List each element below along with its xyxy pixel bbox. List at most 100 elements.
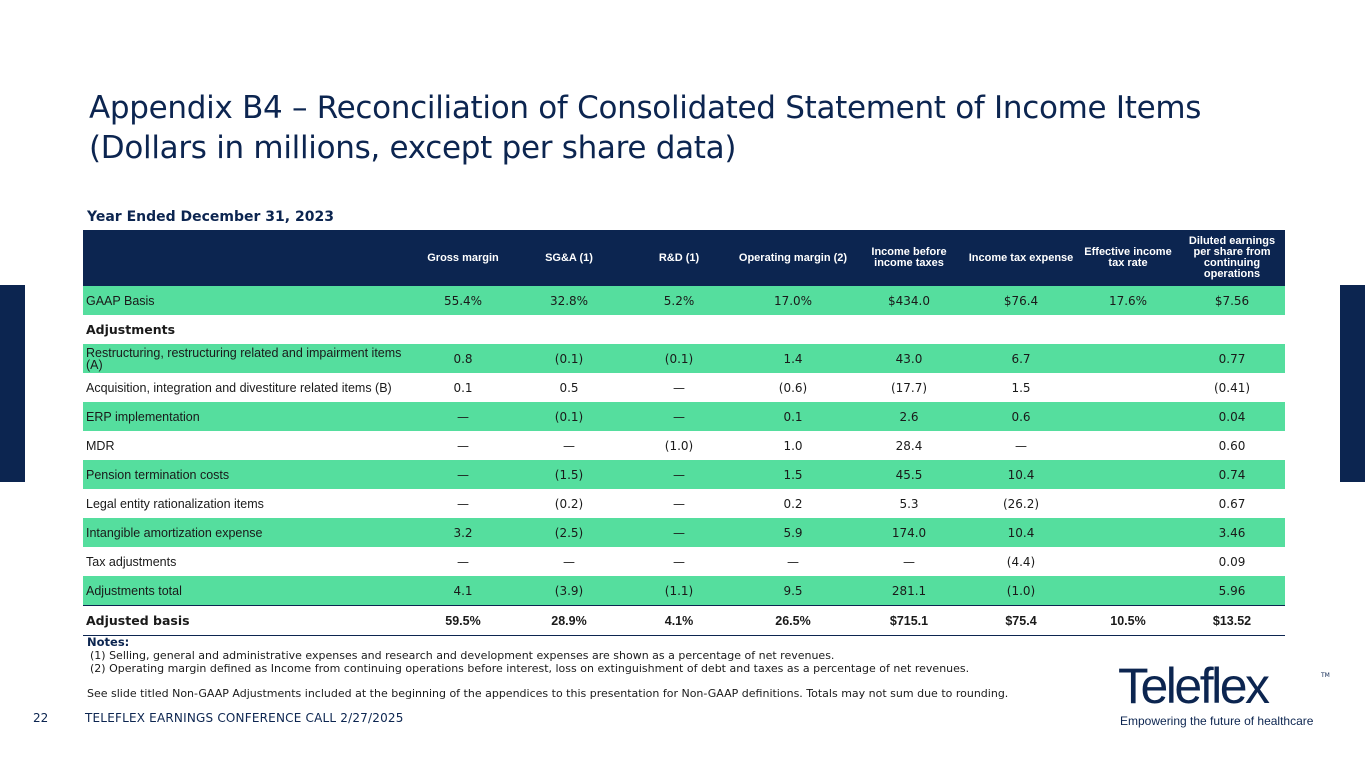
table-cell: — (413, 402, 513, 431)
table-cell: 2.6 (853, 402, 965, 431)
table-cell: — (673, 380, 685, 395)
table-cell: 3.46 (1179, 518, 1285, 547)
table-cell: 0.1 (733, 402, 853, 431)
table-cell (513, 315, 625, 344)
table-cell: 3.2 (413, 518, 513, 547)
row-label: Adjustments total (83, 576, 413, 606)
row-label: Pension termination costs (83, 460, 413, 489)
table-cell: 59.5% (413, 605, 513, 636)
table-cell: 4.1 (413, 576, 513, 606)
note-item: (1) Selling, general and administrative … (90, 649, 835, 662)
table-cell: — (457, 554, 469, 569)
table-cell (1077, 518, 1179, 547)
table-row: Adjustments total 4.1 (3.9) (1.1) 9.5 281.1 (1… (83, 576, 1285, 606)
table-cell: (0.1) (625, 344, 733, 373)
table-row: Adjustments (83, 315, 1285, 344)
table-cell: 1.5 (733, 460, 853, 489)
table-cell (1077, 489, 1179, 518)
table-cell: 26.5% (733, 605, 853, 636)
table-cell: 43.0 (853, 344, 965, 373)
table-cell: 28.9% (513, 605, 625, 636)
table-cell: 6.7 (965, 344, 1077, 373)
table-cell: 1.4 (733, 344, 853, 373)
reconciliation-table: Gross margin SG&A (1) R&D (1) Operating … (83, 230, 1285, 636)
table-row: MDR — — (1.0) 1.0 28.4 — 0.60 (83, 431, 1285, 460)
table-cell: — (457, 438, 469, 453)
table-cell: 5.9 (733, 518, 853, 547)
table-row: Adjusted basis 59.5% 28.9% 4.1% 26.5% $715.1 $… (83, 605, 1285, 636)
page-number: 22 (33, 711, 49, 725)
see-slide-note: See slide titled Non-GAAP Adjustments in… (87, 687, 1009, 700)
column-header-label (83, 230, 413, 286)
table-cell: 10.4 (965, 460, 1077, 489)
table-row: GAAP Basis 55.4% 32.8% 5.2% 17.0% $434.0 $76.4… (83, 286, 1285, 315)
column-header-diluted-eps: Diluted earnings per share from continui… (1179, 230, 1285, 286)
table-cell: 5.96 (1179, 576, 1285, 606)
row-label: GAAP Basis (83, 286, 413, 315)
table-cell: — (903, 554, 915, 569)
table-cell: — (413, 460, 513, 489)
table-cell: (0.2) (554, 496, 584, 511)
row-label: ERP implementation (83, 402, 413, 431)
table-cell: 0.1 (453, 380, 473, 395)
table-body: GAAP Basis 55.4% 32.8% 5.2% 17.0% $434.0 $76.4… (83, 286, 1285, 636)
table-cell: — (625, 402, 733, 431)
table-cell (1077, 460, 1179, 489)
table-cell (733, 315, 853, 344)
table-cell: $434.0 (853, 286, 965, 315)
table-row: Acquisition, integration and divestiture… (83, 373, 1285, 402)
table-cell: $75.4 (965, 605, 1077, 636)
right-accent-bar (1340, 285, 1365, 482)
table-cell (1179, 315, 1285, 344)
header-row: Gross margin SG&A (1) R&D (1) Operating … (83, 230, 1285, 286)
logo-wordmark: Teleflex (1118, 658, 1270, 714)
table-cell: (0.41) (1213, 380, 1251, 395)
table-cell: 10.5% (1077, 605, 1179, 636)
table-cell: — (673, 554, 685, 569)
table-cell: — (673, 496, 685, 511)
page-title: Appendix B4 – Reconciliation of Consolid… (89, 88, 1201, 168)
table-cell: 10.4 (965, 518, 1077, 547)
table-cell: — (787, 554, 799, 569)
table-cell: 0.67 (1218, 496, 1246, 511)
table-cell (1077, 547, 1179, 576)
table-cell: (0.6) (778, 380, 808, 395)
table-cell: 281.1 (853, 576, 965, 606)
table-cell (1077, 373, 1179, 402)
row-label: Legal entity rationalization items (86, 496, 264, 511)
table-cell: (1.0) (965, 576, 1077, 606)
table-cell: $7.56 (1179, 286, 1285, 315)
table-cell: — (457, 496, 469, 511)
table-cell: (0.1) (513, 344, 625, 373)
column-header-gross-margin: Gross margin (413, 230, 513, 286)
row-label: MDR (86, 438, 115, 453)
table-cell: 0.77 (1179, 344, 1285, 373)
table-cell: 0.09 (1218, 554, 1246, 569)
table-cell (1077, 431, 1179, 460)
table-row: Legal entity rationalization items — (0.2)… (83, 489, 1285, 518)
table-cell: 0.5 (559, 380, 579, 395)
table-cell (965, 315, 1077, 344)
note-item: (2) Operating margin defined as Income f… (90, 662, 970, 675)
table-cell: — (563, 554, 575, 569)
table-cell: (1.1) (625, 576, 733, 606)
table-cell: 1.5 (1011, 380, 1031, 395)
table-cell: 0.8 (413, 344, 513, 373)
column-header-income-tax-expense: Income tax expense (965, 230, 1077, 286)
table-cell (1077, 344, 1179, 373)
row-label: Adjustments (86, 321, 176, 337)
table-cell: (1.0) (664, 438, 694, 453)
table-cell: 9.5 (733, 576, 853, 606)
table-cell: (4.4) (1006, 554, 1036, 569)
notes-heading: Notes: (87, 635, 130, 649)
table-cell (1077, 315, 1179, 344)
table-cell (1077, 576, 1179, 606)
title-line-1: Appendix B4 – Reconciliation of Consolid… (89, 90, 1202, 126)
table-cell (853, 315, 965, 344)
table-cell: 0.04 (1179, 402, 1285, 431)
table-cell: — (625, 518, 733, 547)
table-cell: 55.4% (413, 286, 513, 315)
row-label: Intangible amortization expense (83, 518, 413, 547)
table-cell: 5.2% (625, 286, 733, 315)
row-label: Acquisition, integration and divestiture… (86, 380, 392, 395)
